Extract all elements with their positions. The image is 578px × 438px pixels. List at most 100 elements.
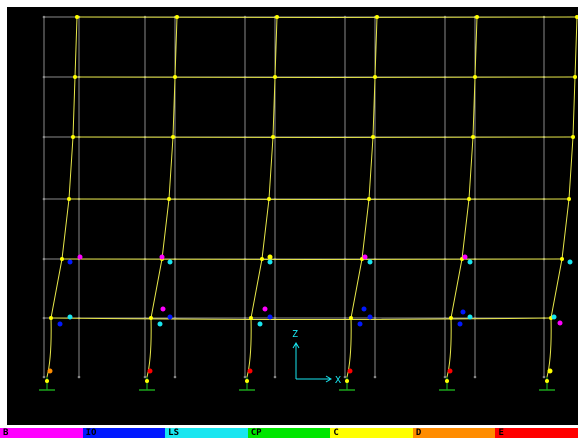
grid-node xyxy=(42,257,46,261)
frame-joint xyxy=(67,197,71,201)
deformed-column xyxy=(346,16,378,378)
grid-node xyxy=(273,316,277,320)
plastic-hinge xyxy=(47,368,53,374)
frame-joint xyxy=(371,135,375,139)
grid-node xyxy=(42,135,46,139)
grid-node xyxy=(42,197,46,201)
deformed-beam xyxy=(76,16,578,18)
frame-joint xyxy=(471,135,475,139)
frame-joint xyxy=(175,15,179,19)
grid-node xyxy=(243,375,247,379)
grid-node xyxy=(173,375,177,379)
plastic-hinges xyxy=(47,254,573,374)
plastic-hinge xyxy=(362,254,368,260)
plastic-hinge xyxy=(167,259,173,265)
frame-joint xyxy=(449,316,453,320)
grid-node xyxy=(77,375,81,379)
plastic-hinge xyxy=(57,321,63,327)
frame-joint xyxy=(75,15,79,19)
frame-joint xyxy=(149,316,153,320)
plastic-hinge xyxy=(157,321,163,327)
frame-joint xyxy=(560,257,564,261)
x-axis-label: X xyxy=(335,375,341,386)
frame-joint xyxy=(373,75,377,79)
plastic-hinge xyxy=(567,259,573,265)
frame-joint xyxy=(275,15,279,19)
x-axis-arrowhead xyxy=(325,375,332,383)
deformed-beam xyxy=(74,76,576,78)
frame-joint xyxy=(575,15,578,19)
plastic-hinge xyxy=(147,368,153,374)
z-axis-label: Z xyxy=(292,329,298,340)
grid-node xyxy=(42,15,46,19)
model-viewport[interactable]: Z X xyxy=(7,7,578,425)
plastic-hinge xyxy=(247,368,253,374)
legend-segment-io: IO xyxy=(82,428,166,438)
deformed-column xyxy=(546,16,578,378)
grid-node xyxy=(443,375,447,379)
deformed-column xyxy=(146,16,178,378)
plastic-hinge xyxy=(77,254,83,260)
grid-node xyxy=(373,316,377,320)
legend-segment-ls: LS xyxy=(165,428,248,438)
plastic-hinge xyxy=(457,321,463,327)
z-axis-arrowhead xyxy=(292,342,300,349)
frame-joint xyxy=(367,197,371,201)
plastic-hinge xyxy=(160,306,166,312)
frame-joint xyxy=(349,316,353,320)
support-joint xyxy=(345,379,349,383)
plastic-hinge xyxy=(367,314,373,320)
deformed-column xyxy=(246,16,278,378)
frame-joint xyxy=(173,75,177,79)
grid-node xyxy=(273,375,277,379)
grid-node xyxy=(42,316,46,320)
deformed-beam xyxy=(68,198,570,200)
legend-segment-b: B xyxy=(0,428,83,438)
grid-node xyxy=(243,316,247,320)
legend-segment-c: C xyxy=(330,428,413,438)
plastic-hinge xyxy=(357,321,363,327)
frame-joint xyxy=(71,135,75,139)
plastic-hinge xyxy=(462,254,468,260)
deformed-beam xyxy=(61,258,563,260)
frame-joint xyxy=(49,316,53,320)
supports xyxy=(39,377,555,391)
legend-segment-d: D xyxy=(412,428,496,438)
plastic-hinge xyxy=(67,259,73,265)
legend-segment-cp: CP xyxy=(247,428,331,438)
plastic-hinge xyxy=(67,314,73,320)
grid-node xyxy=(343,316,347,320)
support-joint xyxy=(45,379,49,383)
frame-joint xyxy=(271,135,275,139)
frame-joint xyxy=(467,197,471,201)
frame-joint xyxy=(167,197,171,201)
support-joint xyxy=(145,379,149,383)
frame-joint xyxy=(567,197,571,201)
deformed-column xyxy=(46,16,78,378)
legend-segment-e: E xyxy=(495,428,578,438)
grid-node xyxy=(42,75,46,79)
frame-joint xyxy=(473,75,477,79)
deformed-frame xyxy=(46,15,578,378)
frame-joint xyxy=(249,316,253,320)
undeformed-grid xyxy=(42,15,546,379)
plastic-hinge xyxy=(447,368,453,374)
plastic-hinge xyxy=(547,368,553,374)
plastic-hinge xyxy=(467,259,473,265)
plastic-hinge xyxy=(347,368,353,374)
plastic-hinge xyxy=(467,314,473,320)
grid-node xyxy=(473,375,477,379)
plastic-hinge xyxy=(267,259,273,265)
support-joint xyxy=(545,379,549,383)
grid-node xyxy=(343,375,347,379)
deformed-beam xyxy=(72,136,574,138)
plastic-hinge xyxy=(361,306,367,312)
frame-joint xyxy=(60,257,64,261)
deformed-shape-plot: Z X xyxy=(39,15,578,391)
plastic-hinge xyxy=(460,309,466,315)
deformed-column xyxy=(446,16,478,378)
plastic-hinge xyxy=(262,306,268,312)
frame-joint xyxy=(375,15,379,19)
grid-node xyxy=(42,375,46,379)
frame-joint xyxy=(475,15,479,19)
